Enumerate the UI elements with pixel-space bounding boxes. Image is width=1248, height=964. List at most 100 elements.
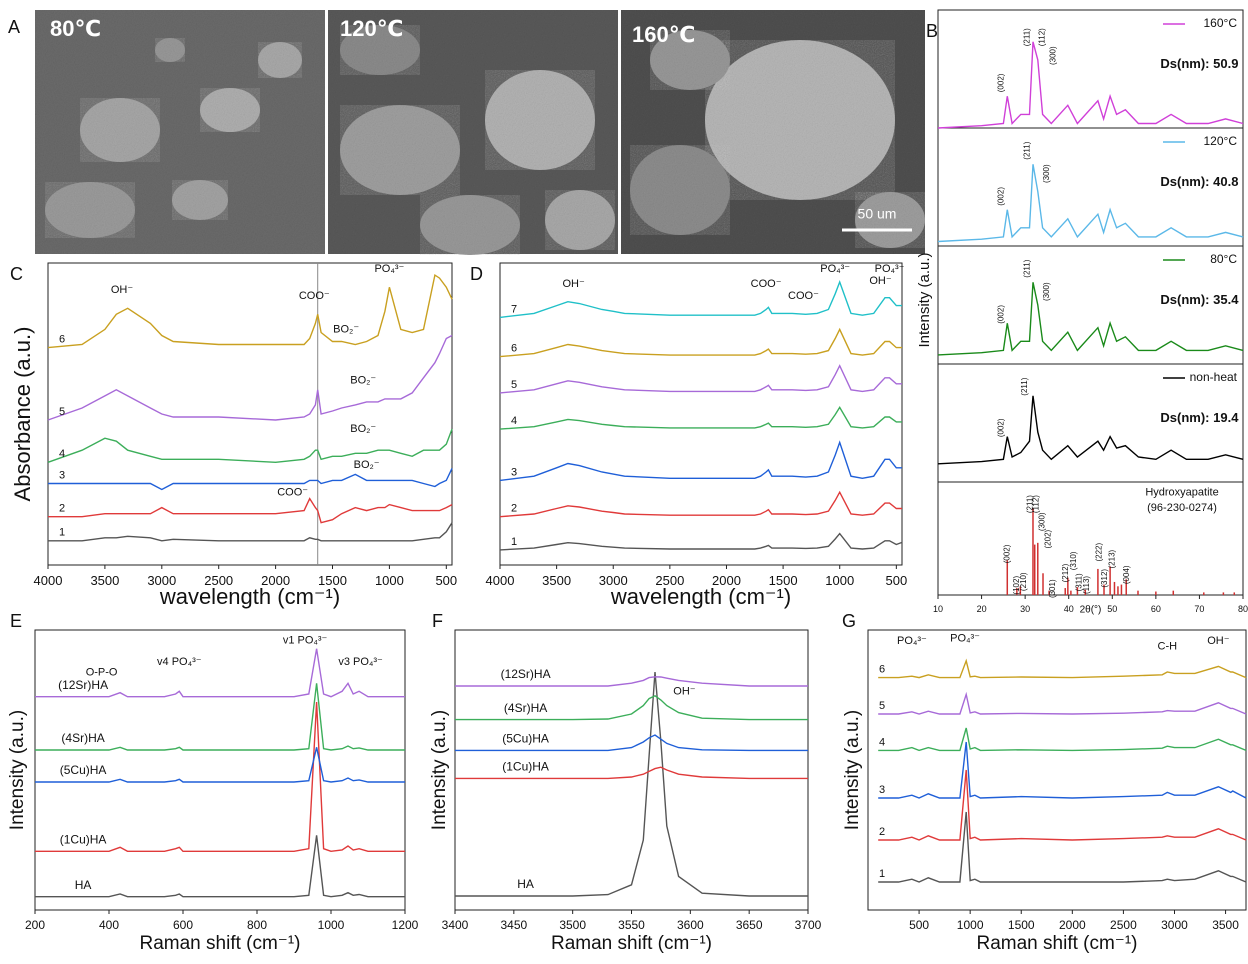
x-tick-label: 80 — [1238, 604, 1248, 614]
annotation: OH⁻ — [673, 686, 696, 698]
peak-label: (211) — [1022, 28, 1031, 46]
x-tick-label: 3500 — [542, 573, 571, 588]
y-axis-title: Intensity (a.u.) — [7, 710, 28, 830]
x-tick-label: 600 — [173, 918, 193, 932]
x-tick-label: 4000 — [486, 573, 515, 588]
peak-label: (210) — [1019, 572, 1028, 591]
peak-label: (300) — [1049, 46, 1058, 65]
spectrum-line — [48, 523, 452, 541]
peak-label: (112) — [1032, 495, 1041, 513]
peak-label: (002) — [1002, 544, 1011, 563]
annotation: v1 PO₄³⁻ — [283, 635, 328, 647]
series-label: (1Cu)HA — [60, 833, 107, 847]
series-label: 6 — [59, 333, 65, 345]
series-label: 6 — [511, 343, 517, 355]
spectrum-line — [878, 728, 1246, 750]
spectrum-line — [938, 42, 1243, 128]
x-tick-label: 3700 — [795, 918, 822, 932]
annotation: PO₄³⁻ — [875, 263, 905, 275]
annotation: Ds(nm): 40.8 — [1160, 174, 1238, 189]
plot-frame — [868, 630, 1246, 910]
annotation: BO₂⁻ — [350, 423, 376, 435]
x-tick-label: 3550 — [618, 918, 645, 932]
panel-letter: F — [432, 611, 443, 631]
x-tick-label: 1000 — [375, 573, 404, 588]
series-label: (4Sr)HA — [504, 701, 547, 715]
series-label: 1 — [511, 536, 517, 548]
annotation: PO₄³⁻ — [897, 635, 927, 647]
series-label: 3 — [879, 784, 885, 796]
x-tick-label: 3500 — [90, 573, 119, 588]
series-label: 1 — [879, 868, 885, 880]
series-label: (5Cu)HA — [60, 763, 107, 777]
plot-frame — [500, 263, 902, 565]
series-label: 5 — [511, 379, 517, 391]
annotation: OH⁻ — [869, 275, 892, 287]
peak-label: (213) — [1107, 549, 1116, 568]
x-tick-label: 3400 — [442, 918, 469, 932]
spectrum-line — [48, 336, 452, 421]
spectrum-line — [500, 329, 902, 356]
series-label: (12Sr)HA — [501, 667, 551, 681]
panel-letter: E — [10, 611, 22, 631]
spectrum-line — [48, 275, 452, 348]
spectrum-line — [500, 366, 902, 393]
panel-letter: C — [10, 264, 23, 284]
series-label: 2 — [59, 503, 65, 515]
annotation: PO₄³⁻ — [820, 263, 850, 275]
x-tick-label: 50 — [1107, 604, 1117, 614]
x-tick-label: 2000 — [712, 573, 741, 588]
peak-label: (002) — [996, 73, 1005, 92]
x-tick-label: 2500 — [204, 573, 233, 588]
sem-image — [35, 10, 325, 254]
x-tick-label: 1500 — [769, 573, 798, 588]
x-axis-title: Raman shift (cm⁻¹) — [977, 933, 1138, 954]
annotation: C-H — [1158, 641, 1178, 653]
series-label: 7 — [511, 303, 517, 315]
series-label: 4 — [879, 736, 885, 748]
panel-letter: D — [470, 264, 483, 284]
spectrum-line — [500, 492, 902, 517]
annotation: BO₂⁻ — [333, 323, 359, 335]
peak-label: (002) — [996, 418, 1005, 437]
x-axis-title: wavelength (cm⁻¹) — [610, 584, 791, 609]
x-tick-label: 3650 — [736, 918, 763, 932]
x-tick-label: 2000 — [261, 573, 290, 588]
annotation: COO⁻ — [277, 486, 308, 498]
x-tick-label: 3600 — [677, 918, 704, 932]
annotation: Hydroxyapatite — [1145, 486, 1218, 498]
series-label: 2 — [511, 503, 517, 515]
x-tick-label: 200 — [25, 918, 45, 932]
scale-bar-label: 50 um — [858, 206, 897, 222]
annotation: OH⁻ — [1207, 635, 1230, 647]
panel-letter: B — [926, 21, 938, 41]
annotation: COO⁻ — [788, 290, 819, 302]
spectrum-line — [500, 407, 902, 429]
spectrum-line — [500, 442, 902, 480]
y-axis-title: Intensity (a.u.) — [842, 710, 863, 830]
legend-label: 160°C — [1204, 16, 1238, 30]
x-tick-label: 500 — [885, 573, 907, 588]
x-tick-label: 500 — [909, 918, 929, 932]
annotation: COO⁻ — [299, 290, 330, 302]
x-tick-label: 30 — [1020, 604, 1030, 614]
figure: A 80℃ 120℃ 160℃ 50 um BIntensity (a.u.)n… — [0, 0, 1248, 959]
peak-label: (113) — [1082, 576, 1091, 594]
x-tick-label: 3000 — [1161, 918, 1188, 932]
legend-label: 120°C — [1204, 134, 1238, 148]
series-label: 4 — [511, 415, 517, 427]
x-tick-label: 20 — [977, 604, 987, 614]
series-label: (4Sr)HA — [61, 731, 104, 745]
peak-label: (211) — [1020, 377, 1029, 395]
x-tick-label: 1000 — [825, 573, 854, 588]
x-axis-title: 2θ(°) — [1080, 605, 1102, 616]
x-tick-label: 3500 — [559, 918, 586, 932]
plot-frame — [48, 263, 452, 565]
peak-label: (300) — [1042, 164, 1051, 183]
peak-label: (310) — [1069, 551, 1078, 570]
spectrum-line — [878, 770, 1246, 840]
annotation: Ds(nm): 19.4 — [1160, 410, 1239, 425]
series-label: (5Cu)HA — [502, 732, 549, 746]
x-tick-label: 40 — [1064, 604, 1074, 614]
sem-image — [328, 10, 618, 255]
